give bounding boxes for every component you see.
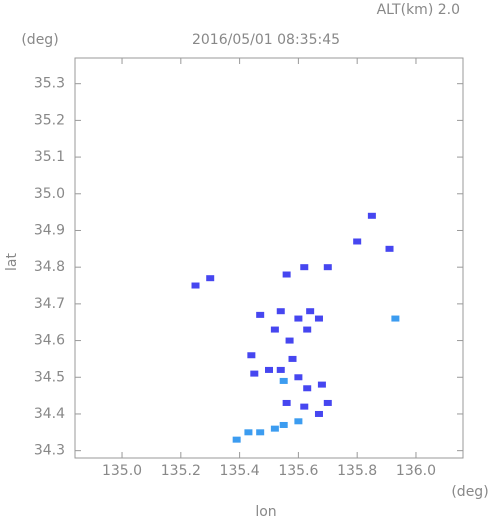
echo <box>282 399 291 406</box>
echo <box>206 275 215 282</box>
echo <box>385 245 394 252</box>
y-tick-label: 34.7 <box>34 296 65 312</box>
altitude-label: ALT(km) 2.0 <box>377 2 460 18</box>
echo <box>270 326 279 333</box>
echo <box>391 315 400 322</box>
chart-title: 2016/05/01 08:35:45 <box>192 32 340 48</box>
echo <box>294 315 303 322</box>
echo <box>285 337 294 344</box>
echo <box>276 308 285 315</box>
x-tick-label: 135.2 <box>161 463 201 479</box>
y-unit: (deg) <box>21 32 58 48</box>
echo <box>282 271 291 278</box>
echo <box>323 264 332 271</box>
x-tick-label: 135.4 <box>220 463 260 479</box>
echo <box>191 282 200 289</box>
echo <box>265 366 273 373</box>
echo <box>314 410 323 417</box>
echo <box>247 352 256 359</box>
y-tick-label: 34.9 <box>34 222 65 238</box>
y-tick-label: 35.3 <box>34 76 65 92</box>
echo <box>314 315 323 322</box>
echo <box>323 399 332 406</box>
echo <box>288 355 297 362</box>
plot-frame <box>74 57 464 459</box>
echo <box>300 264 309 271</box>
echo <box>279 421 288 428</box>
y-tick-label: 35.1 <box>34 149 65 165</box>
echo <box>317 381 326 388</box>
y-tick-label: 34.6 <box>34 333 65 349</box>
echo <box>270 425 279 432</box>
echo <box>256 311 265 318</box>
y-tick-label: 34.8 <box>34 259 65 275</box>
y-tick-label: 35.0 <box>34 186 65 202</box>
x-tick-label: 135.6 <box>278 463 318 479</box>
y-tick-label: 34.4 <box>34 406 65 422</box>
echo <box>367 212 376 219</box>
x-tick-label: 136.0 <box>396 463 436 479</box>
y-tick-label: 34.5 <box>34 369 65 385</box>
x-tick-label: 135.8 <box>337 463 377 479</box>
echo <box>232 436 241 443</box>
y-tick-label: 35.2 <box>34 112 65 128</box>
echo <box>276 366 285 373</box>
x-axis-label: lon <box>255 504 276 520</box>
echo <box>294 418 303 425</box>
echo <box>306 308 315 315</box>
x-unit: (deg) <box>451 484 488 500</box>
echo <box>303 326 312 333</box>
echo <box>294 374 303 381</box>
echo <box>353 238 362 245</box>
x-tick-label: 135.0 <box>102 463 142 479</box>
y-tick-label: 34.3 <box>34 443 65 459</box>
echo <box>300 403 309 410</box>
echo <box>250 370 259 377</box>
echo <box>256 429 265 436</box>
echo <box>279 377 288 384</box>
echo <box>303 385 312 392</box>
y-axis-label: lat <box>4 253 20 271</box>
echo <box>244 429 253 436</box>
